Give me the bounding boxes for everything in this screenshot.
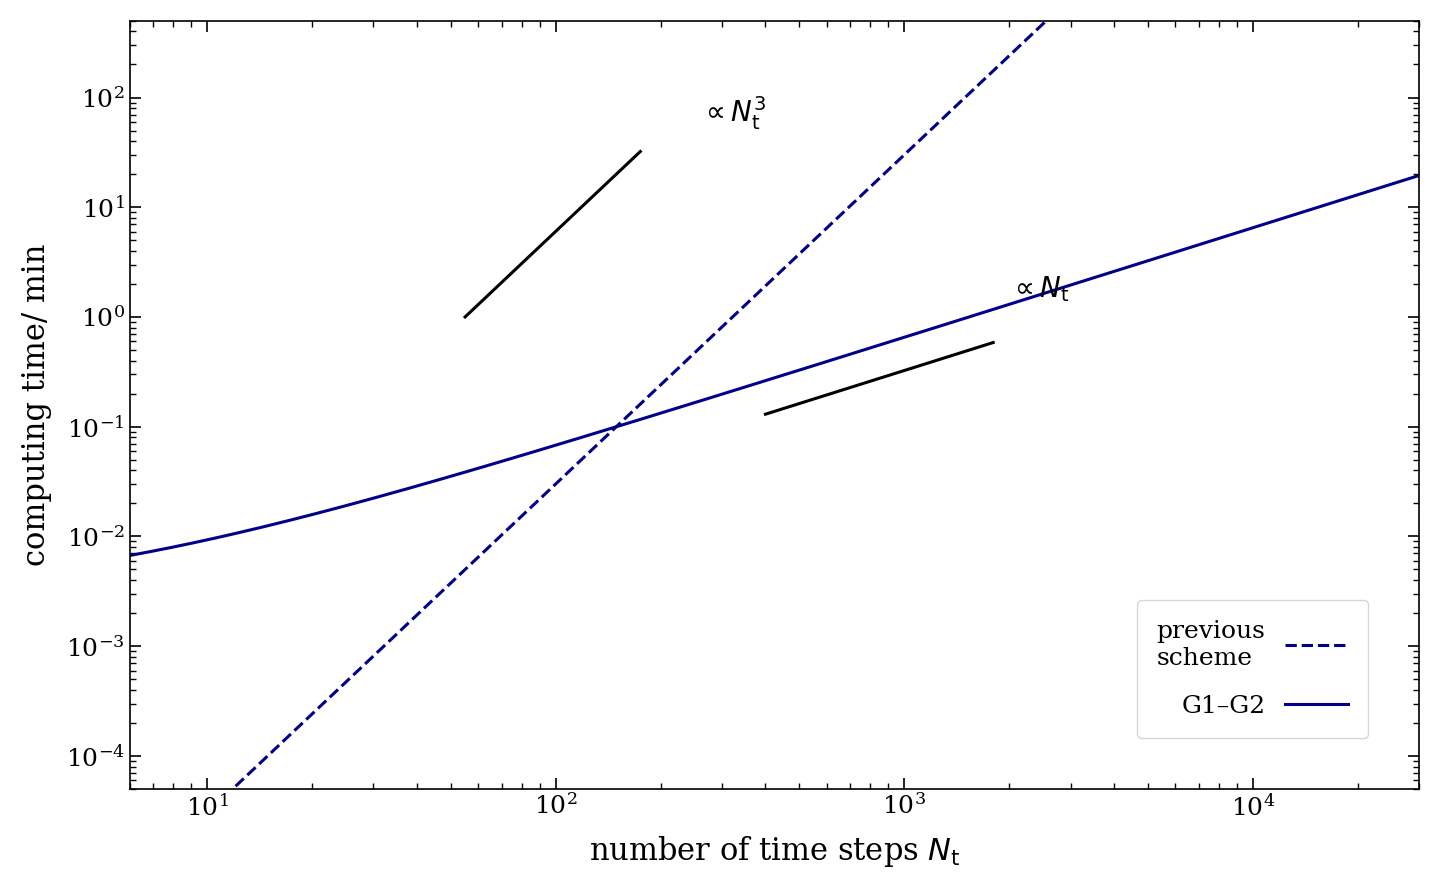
Text: $\propto N_{\mathrm{t}}$: $\propto N_{\mathrm{t}}$	[1009, 275, 1070, 304]
Text: $\propto N_{\mathrm{t}}^3$: $\propto N_{\mathrm{t}}^3$	[700, 94, 766, 132]
X-axis label: number of time steps $N_{\mathrm{t}}$: number of time steps $N_{\mathrm{t}}$	[589, 834, 960, 870]
Legend: previous
scheme, G1–G2: previous scheme, G1–G2	[1136, 601, 1368, 738]
Y-axis label: computing time/ min: computing time/ min	[20, 244, 52, 566]
